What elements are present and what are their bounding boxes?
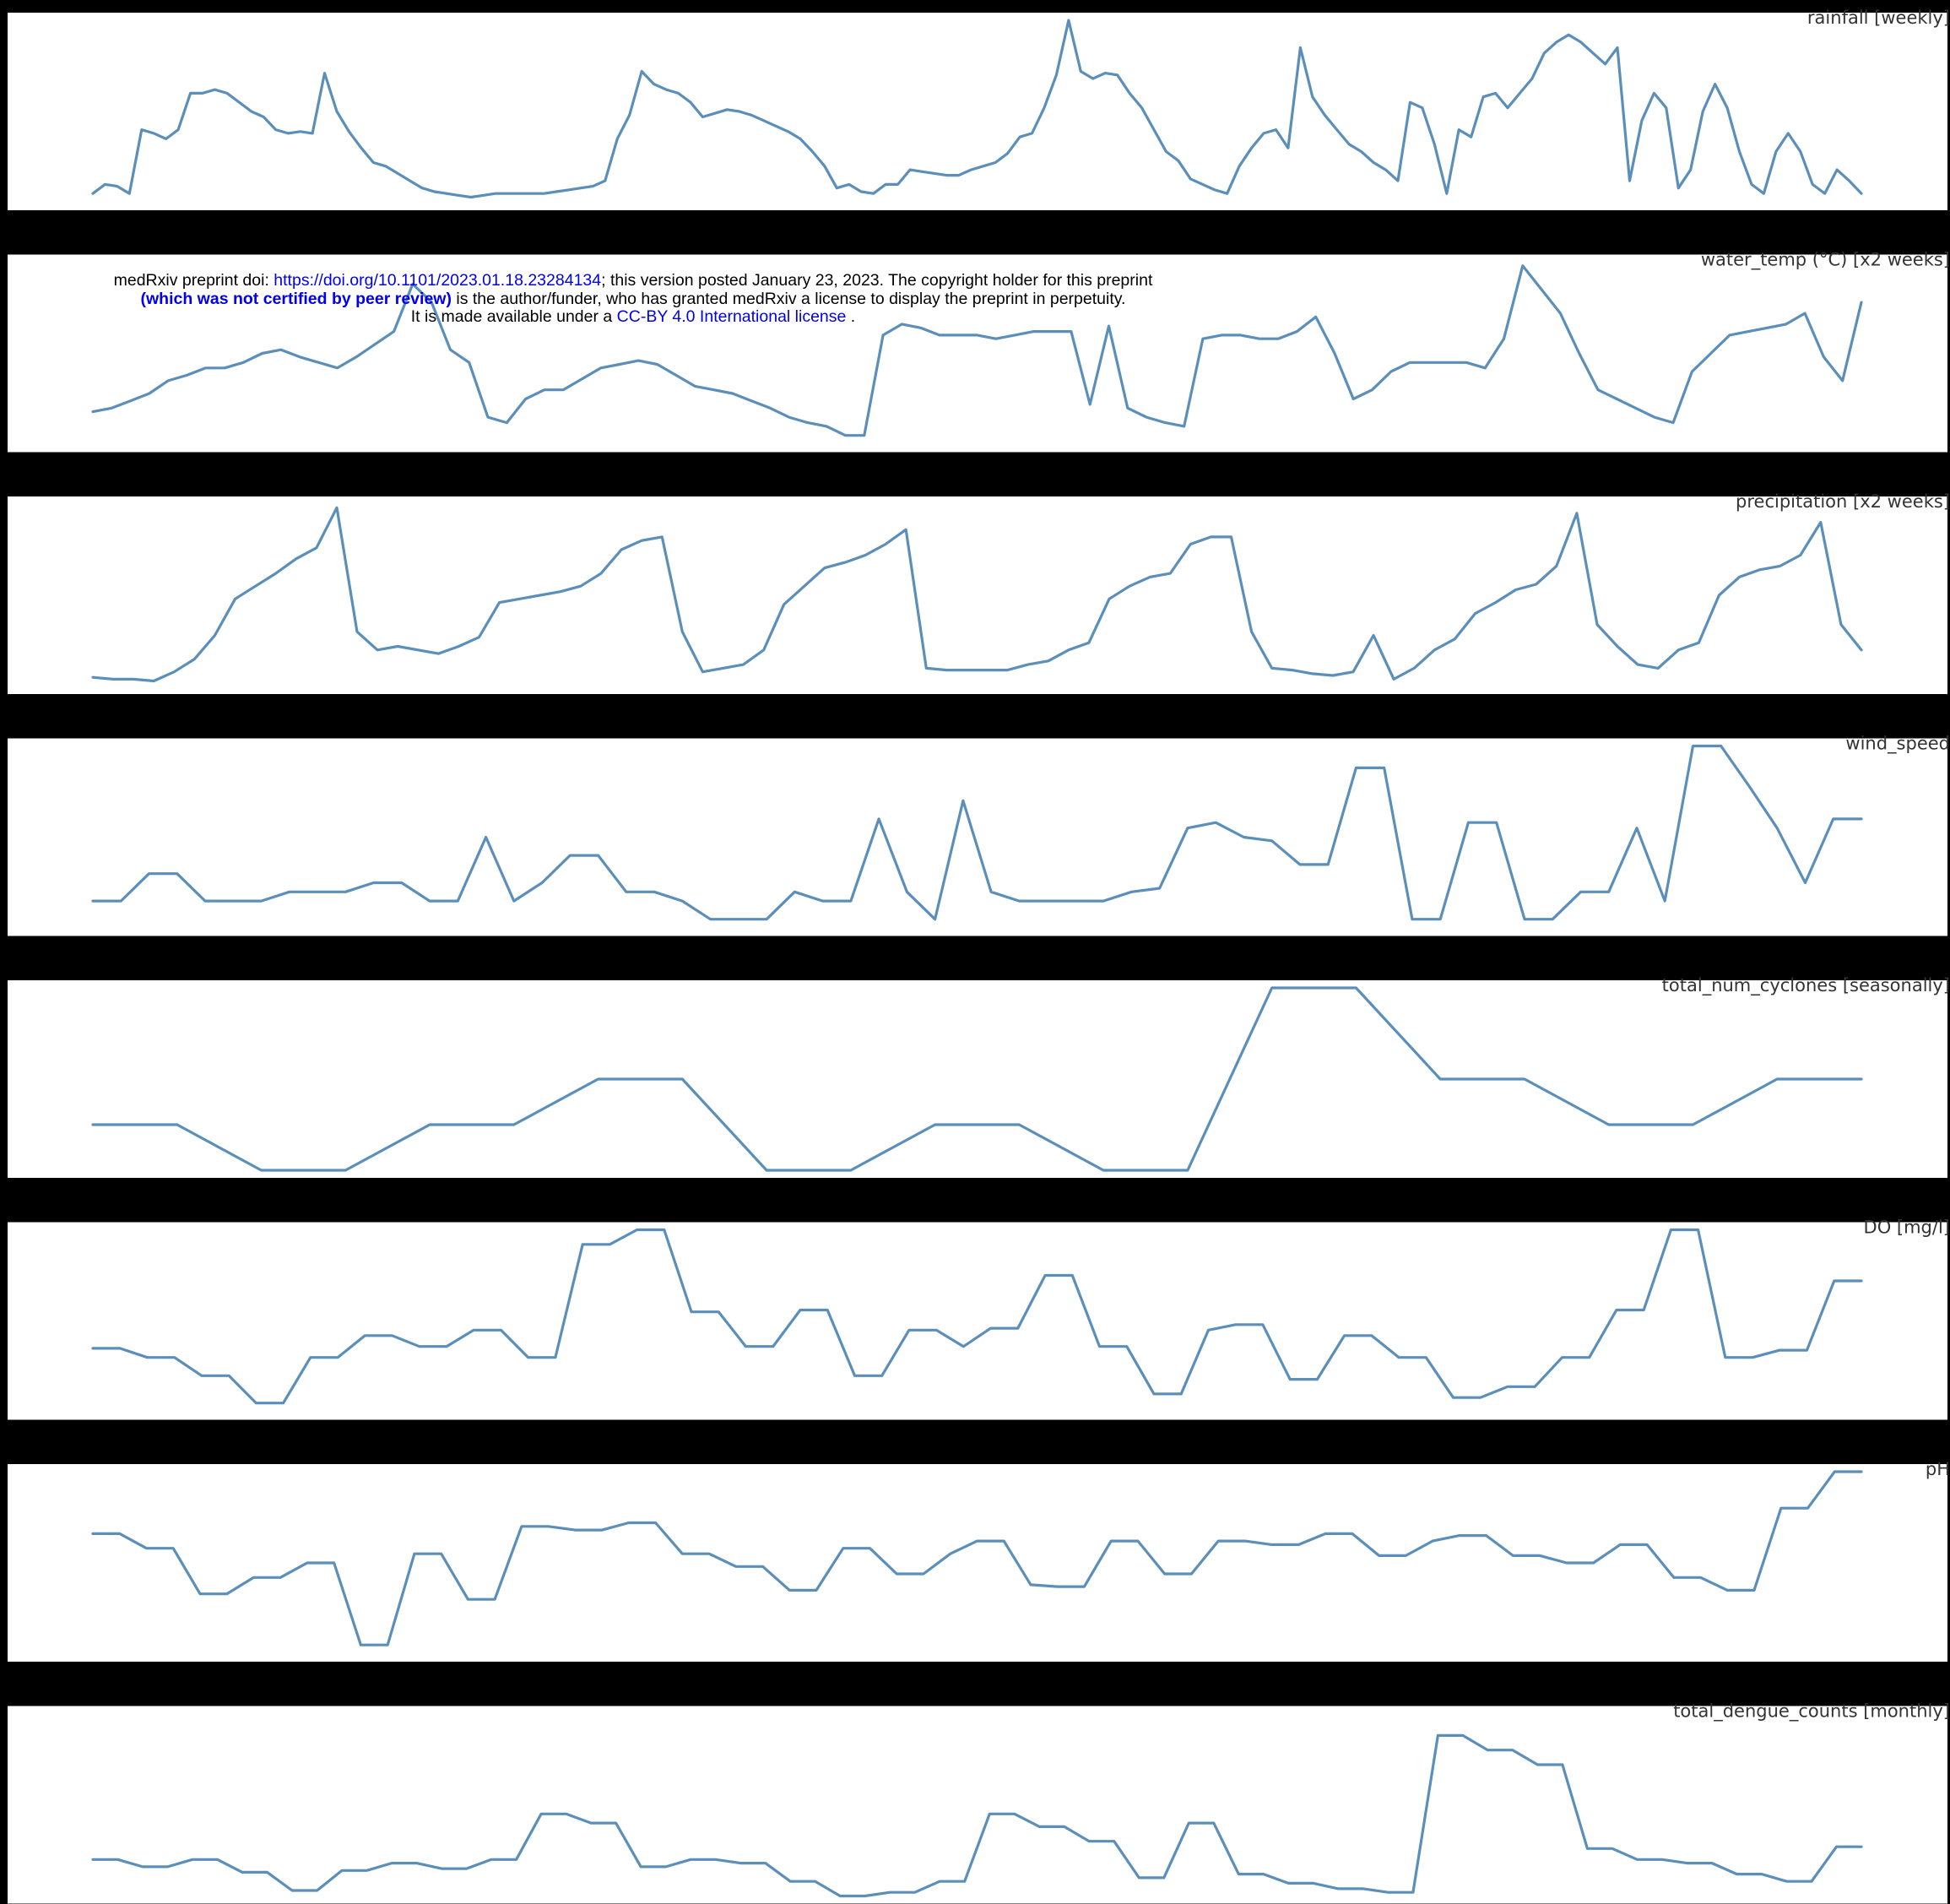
panel-title: pH xyxy=(1926,1459,1950,1479)
panel-6: DO [mg/l] xyxy=(6,1218,1950,1422)
series-line xyxy=(91,1228,1863,1405)
panel-background xyxy=(6,11,1949,212)
panel-background xyxy=(6,979,1949,1180)
panel-background xyxy=(6,736,1949,938)
watermark-line-2: (which was not certified by peer review)… xyxy=(0,290,1266,309)
panel-title: rainfall [weekly] xyxy=(1807,8,1950,28)
panel-2: water_temp (°C) [x2 weeks] xyxy=(6,250,1950,454)
panel-title: wind_speed xyxy=(1845,734,1950,755)
not-peer-reviewed-note: (which was not certified by peer review) xyxy=(140,289,452,308)
panel-title: precipitation [x2 weeks] xyxy=(1736,491,1950,512)
watermark-available-text: It is made available under a xyxy=(410,307,617,326)
panel-1: rainfall [weekly] xyxy=(6,8,1950,212)
watermark-line-1: medRxiv preprint doi: https://doi.org/10… xyxy=(0,271,1266,290)
series-line xyxy=(91,986,1863,1172)
watermark-license-text: is the author/funder, who has granted me… xyxy=(451,289,1126,308)
series-line xyxy=(91,744,1863,921)
panel-background xyxy=(6,1462,1949,1663)
panel-title: water_temp (°C) [x2 weeks] xyxy=(1701,250,1950,271)
series-line xyxy=(91,506,1863,683)
watermark-end-text: . xyxy=(846,307,856,326)
panel-7: pH xyxy=(6,1459,1950,1663)
watermark-line-3: It is made available under a CC-BY 4.0 I… xyxy=(0,307,1266,327)
panel-title: total_num_cyclones [seasonally] xyxy=(1662,975,1950,996)
panel-4: wind_speed xyxy=(6,734,1950,938)
license-link[interactable]: CC-BY 4.0 International license xyxy=(616,307,847,326)
panel-background xyxy=(6,252,1949,454)
panel-background xyxy=(6,495,1949,696)
doi-link[interactable]: https://doi.org/10.1101/2023.01.18.23284… xyxy=(274,271,602,290)
panel-background xyxy=(6,1704,1949,1904)
medrxiv-watermark: medRxiv preprint doi: https://doi.org/10… xyxy=(0,271,1266,327)
panel-5: total_num_cyclones [seasonally] xyxy=(6,975,1950,1180)
panel-background xyxy=(6,1220,1949,1422)
series-line xyxy=(91,264,1863,437)
watermark-posted-text: ; this version posted January 23, 2023. … xyxy=(601,271,1153,290)
watermark-doi-prefix: medRxiv preprint doi: xyxy=(113,271,274,290)
panel-3: precipitation [x2 weeks] xyxy=(6,491,1950,696)
panel-title: DO [mg/l] xyxy=(1864,1218,1950,1238)
series-line xyxy=(91,1733,1863,1898)
panel-8: total_dengue_counts [monthly] xyxy=(6,1701,1950,1904)
panel-title: total_dengue_counts [monthly] xyxy=(1673,1701,1950,1722)
series-line xyxy=(91,1470,1863,1646)
series-line xyxy=(91,19,1863,199)
